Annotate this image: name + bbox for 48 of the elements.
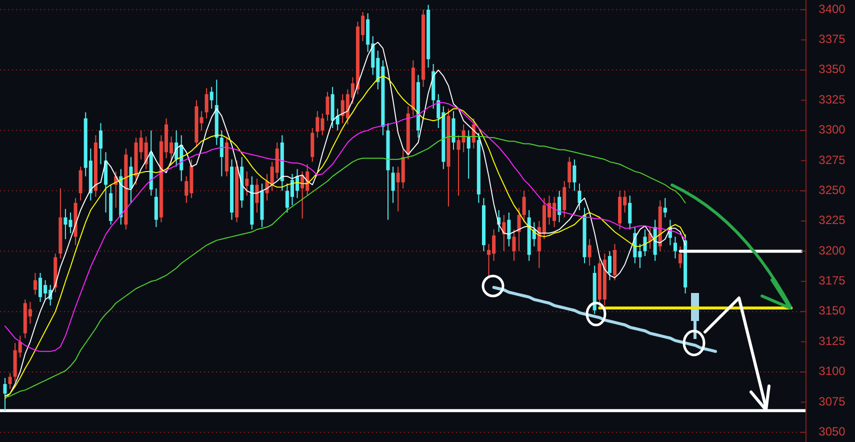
candlestick <box>568 156 572 189</box>
candlestick <box>78 166 82 201</box>
y-tick-label: 3125 <box>818 334 846 348</box>
candlestick <box>673 236 677 259</box>
y-tick-label: 3100 <box>818 364 846 378</box>
y-tick-label: 3225 <box>818 213 846 228</box>
candlestick <box>628 195 632 230</box>
y-tick-label: 3325 <box>818 92 846 106</box>
candlestick <box>678 246 682 269</box>
candlestick <box>588 238 592 266</box>
y-tick-label: 3375 <box>818 32 846 46</box>
y-tick-label: 3075 <box>818 394 846 408</box>
candlestick <box>643 228 647 257</box>
candlestick <box>391 166 395 204</box>
candlestick <box>8 372 12 390</box>
y-tick-label: 3150 <box>818 304 846 318</box>
y-tick-label: 3200 <box>818 243 846 258</box>
y-tick-label: 3350 <box>818 62 846 76</box>
candlestick <box>154 188 158 228</box>
y-tick-label: 3250 <box>818 182 846 197</box>
candlestick <box>210 86 214 110</box>
candlestick <box>558 190 562 223</box>
candlestick <box>562 180 566 218</box>
candlestick <box>608 250 612 281</box>
candlestick <box>466 130 470 180</box>
candlestick <box>245 170 249 196</box>
candlestick <box>3 377 7 412</box>
candlestick <box>129 156 133 204</box>
y-tick-label: 3175 <box>818 274 846 288</box>
candlestick <box>517 207 521 252</box>
candlestick <box>255 178 259 214</box>
y-tick-label: 3275 <box>818 152 846 167</box>
candlestick <box>220 130 224 177</box>
candlestick <box>572 158 576 192</box>
y-tick-label: 3400 <box>818 2 846 16</box>
candlestick <box>502 214 506 252</box>
candlestick <box>522 190 526 223</box>
candlestick <box>200 110 204 131</box>
candlestick <box>33 272 37 296</box>
y-tick-label: 3300 <box>818 122 846 137</box>
candlestick <box>204 88 208 119</box>
candlestick <box>663 198 667 218</box>
candlestick <box>507 212 511 247</box>
candlestick <box>326 91 330 122</box>
candlestick <box>578 183 582 211</box>
candlestick <box>512 228 516 262</box>
y-tick-label: 3050 <box>818 424 846 439</box>
candlestick <box>98 122 102 165</box>
